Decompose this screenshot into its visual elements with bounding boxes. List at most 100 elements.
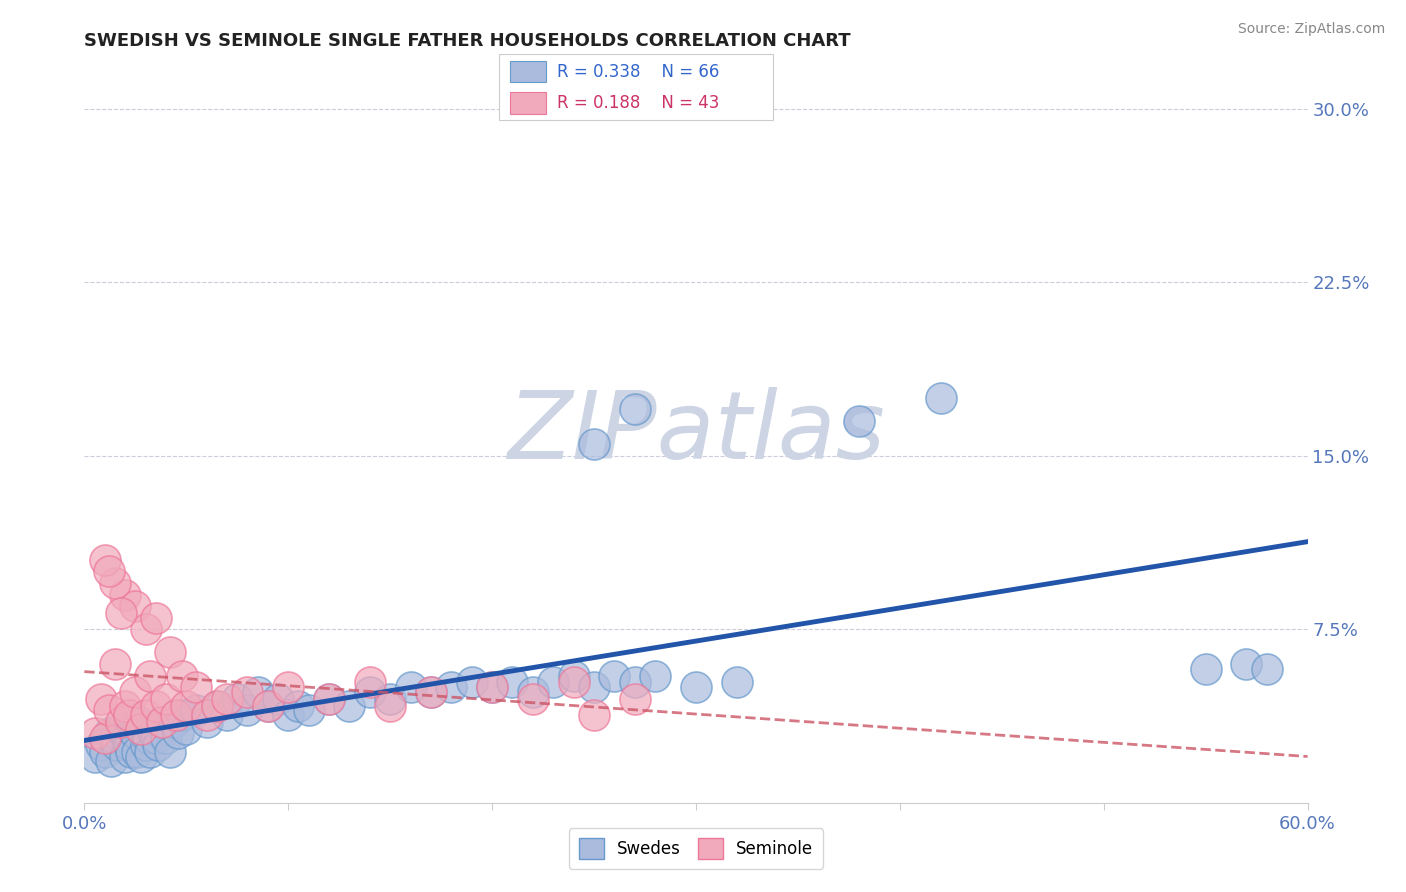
Point <box>131 722 153 736</box>
Text: SWEDISH VS SEMINOLE SINGLE FATHER HOUSEHOLDS CORRELATION CHART: SWEDISH VS SEMINOLE SINGLE FATHER HOUSEH… <box>84 32 851 50</box>
Point <box>93 745 115 759</box>
Legend: Swedes, Seminole: Swedes, Seminole <box>569 828 823 869</box>
Point <box>685 680 707 694</box>
Point <box>562 675 585 690</box>
Point <box>138 668 160 682</box>
Point <box>174 722 197 736</box>
Point <box>135 707 157 722</box>
Point <box>257 698 280 713</box>
Text: ZIPatlas: ZIPatlas <box>508 387 884 478</box>
Point <box>205 698 228 713</box>
FancyBboxPatch shape <box>499 54 773 120</box>
Point <box>167 726 190 740</box>
Point <box>543 675 565 690</box>
Point <box>583 437 606 451</box>
Point <box>318 691 340 706</box>
Point <box>114 588 136 602</box>
Point <box>97 565 120 579</box>
Point <box>502 675 524 690</box>
Point <box>93 731 115 745</box>
Text: R = 0.338    N = 66: R = 0.338 N = 66 <box>557 62 718 80</box>
Point <box>277 680 299 694</box>
Point <box>131 749 153 764</box>
Point <box>104 576 127 591</box>
Point <box>399 680 422 694</box>
Point <box>226 691 249 706</box>
Point <box>145 610 167 624</box>
Point <box>603 668 626 682</box>
Point <box>277 707 299 722</box>
Point <box>83 726 105 740</box>
Point <box>359 675 381 690</box>
Point <box>583 680 606 694</box>
Point <box>150 714 173 729</box>
Bar <box>510 61 546 82</box>
Point <box>145 698 167 713</box>
Point <box>97 703 120 717</box>
Point <box>1195 662 1218 676</box>
Point <box>1236 657 1258 671</box>
Point <box>138 745 160 759</box>
Point <box>174 698 197 713</box>
Point <box>155 731 177 745</box>
Point <box>165 707 187 722</box>
Point <box>118 707 141 722</box>
Point <box>146 738 169 752</box>
Point <box>195 714 218 729</box>
Point <box>236 685 259 699</box>
Point <box>114 698 136 713</box>
Point <box>267 691 290 706</box>
Point <box>135 738 157 752</box>
Point <box>145 731 167 745</box>
Point <box>124 685 146 699</box>
Point <box>115 731 138 745</box>
Point <box>287 698 309 713</box>
Point <box>848 414 870 428</box>
Point <box>150 714 173 729</box>
Point <box>339 698 361 713</box>
Point <box>186 680 208 694</box>
Point <box>159 645 181 659</box>
Text: Source: ZipAtlas.com: Source: ZipAtlas.com <box>1237 22 1385 37</box>
Point <box>246 685 269 699</box>
Point <box>380 698 402 713</box>
Point <box>105 738 128 752</box>
Point <box>522 691 544 706</box>
Point <box>110 606 132 620</box>
Point <box>114 749 136 764</box>
Point <box>118 738 141 752</box>
Point <box>90 738 112 752</box>
Point <box>318 691 340 706</box>
Point <box>481 680 503 694</box>
Point <box>155 691 177 706</box>
Point <box>217 691 239 706</box>
Point <box>159 745 181 759</box>
Point <box>725 675 748 690</box>
Point <box>186 703 208 717</box>
Point <box>644 668 666 682</box>
Point <box>624 402 647 417</box>
Point <box>257 698 280 713</box>
Point <box>195 707 218 722</box>
Text: R = 0.188    N = 43: R = 0.188 N = 43 <box>557 94 718 112</box>
Point <box>163 714 186 729</box>
Point <box>104 731 127 745</box>
Point <box>127 745 149 759</box>
Point <box>205 698 228 713</box>
Point <box>100 754 122 768</box>
Point <box>104 657 127 671</box>
Point <box>481 680 503 694</box>
Point <box>172 668 194 682</box>
Point <box>522 685 544 699</box>
Point <box>172 707 194 722</box>
Point <box>562 668 585 682</box>
Point <box>124 726 146 740</box>
Point <box>93 553 115 567</box>
Point <box>83 749 105 764</box>
Point <box>110 714 132 729</box>
Point <box>624 691 647 706</box>
Point <box>929 391 952 405</box>
Point <box>420 685 443 699</box>
Point <box>624 675 647 690</box>
Point <box>583 707 606 722</box>
